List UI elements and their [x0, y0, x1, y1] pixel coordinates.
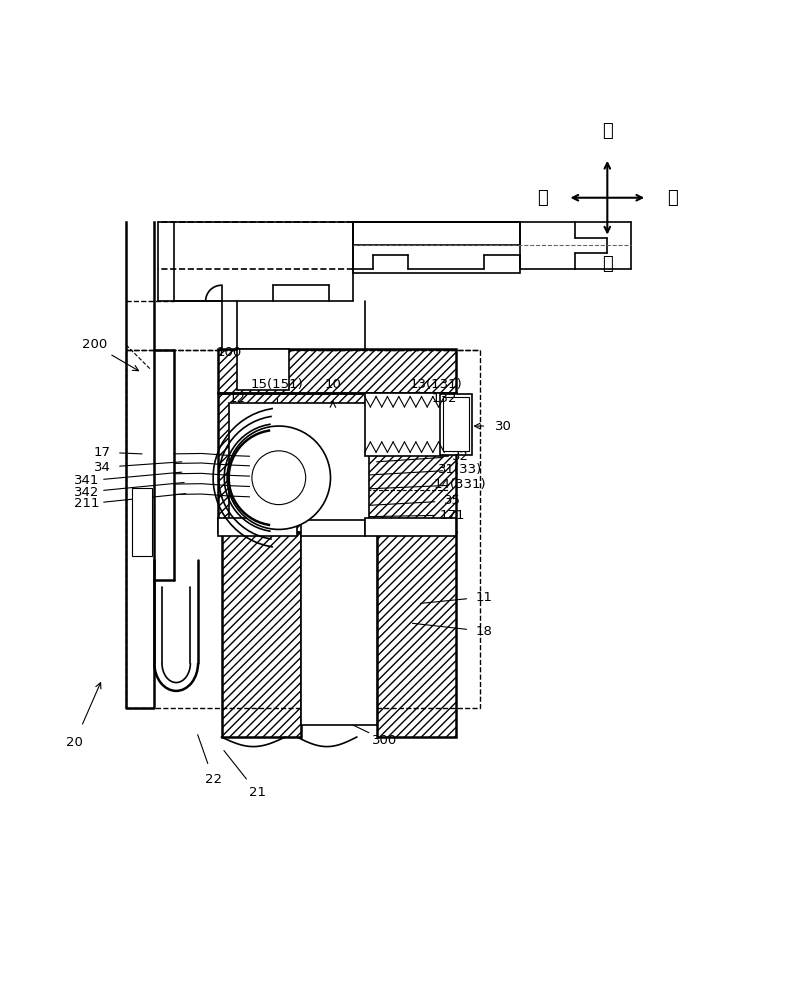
- Text: 30: 30: [496, 420, 513, 433]
- Bar: [229, 403, 368, 522]
- Text: 35: 35: [444, 494, 461, 507]
- Text: 100: 100: [217, 346, 242, 359]
- Text: 132: 132: [432, 392, 457, 405]
- Text: 14(331): 14(331): [434, 478, 486, 491]
- Bar: [218, 349, 457, 393]
- Text: 32: 32: [452, 450, 469, 463]
- Bar: [376, 532, 457, 737]
- Text: 上: 上: [602, 122, 613, 140]
- Text: 300: 300: [372, 734, 397, 747]
- Text: 后: 后: [537, 189, 548, 207]
- Text: 34: 34: [94, 461, 111, 474]
- Bar: [376, 532, 457, 737]
- Bar: [222, 532, 301, 737]
- Text: 171: 171: [440, 509, 465, 522]
- Bar: [222, 532, 301, 737]
- Bar: [218, 518, 297, 536]
- Text: 342: 342: [74, 486, 99, 499]
- Text: 15(151): 15(151): [251, 378, 304, 391]
- Bar: [352, 222, 520, 273]
- Bar: [352, 222, 520, 245]
- Bar: [301, 532, 376, 725]
- Bar: [132, 488, 152, 556]
- Bar: [301, 520, 364, 536]
- Text: 10: 10: [324, 378, 341, 391]
- Text: 21: 21: [249, 786, 266, 799]
- Text: 18: 18: [476, 625, 493, 638]
- Text: 前: 前: [667, 189, 678, 207]
- Bar: [237, 349, 289, 390]
- Text: 31(33): 31(33): [438, 463, 482, 476]
- Bar: [441, 394, 472, 455]
- Text: 22: 22: [205, 773, 222, 786]
- Text: 341: 341: [74, 474, 99, 487]
- Text: 下: 下: [602, 255, 613, 273]
- Bar: [364, 393, 449, 456]
- Text: 11: 11: [476, 591, 493, 604]
- Text: 20: 20: [66, 736, 83, 749]
- Text: 17: 17: [94, 446, 111, 459]
- Bar: [218, 393, 457, 532]
- Bar: [126, 350, 480, 708]
- Bar: [444, 397, 469, 451]
- Circle shape: [227, 426, 331, 529]
- Bar: [218, 393, 457, 532]
- Bar: [364, 518, 457, 536]
- Text: 12: 12: [229, 392, 246, 405]
- Text: 200: 200: [82, 338, 107, 351]
- Bar: [218, 349, 457, 393]
- Text: 211: 211: [74, 497, 99, 510]
- Text: 13(131): 13(131): [410, 378, 463, 391]
